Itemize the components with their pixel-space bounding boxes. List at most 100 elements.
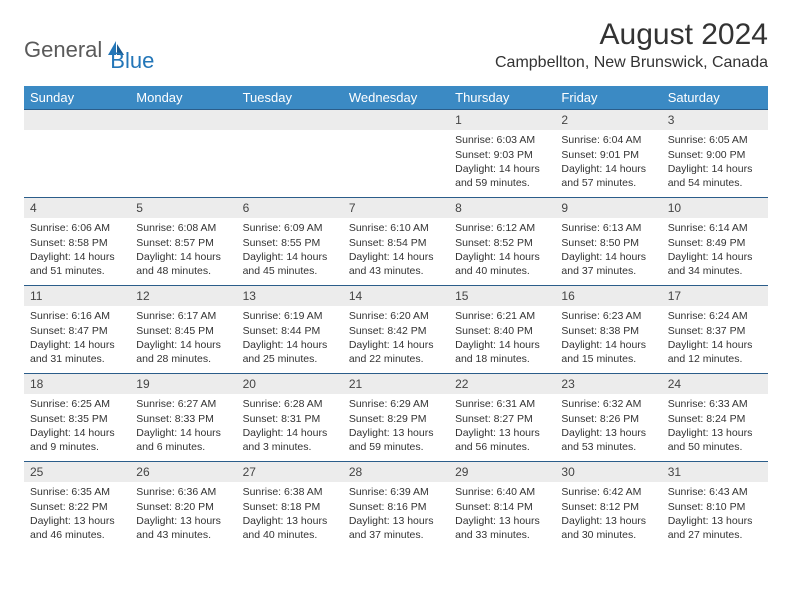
day-day2: and 59 minutes.	[349, 440, 443, 454]
day-sunrise: Sunrise: 6:36 AM	[136, 485, 230, 499]
day-number: 14	[343, 286, 449, 306]
day-sunset: Sunset: 8:57 PM	[136, 236, 230, 250]
day-details: Sunrise: 6:05 AMSunset: 9:00 PMDaylight:…	[662, 130, 768, 194]
day-sunset: Sunset: 8:50 PM	[561, 236, 655, 250]
day-number-empty	[237, 110, 343, 130]
day-sunrise: Sunrise: 6:04 AM	[561, 133, 655, 147]
day-number: 6	[237, 198, 343, 218]
day-details: Sunrise: 6:23 AMSunset: 8:38 PMDaylight:…	[555, 306, 661, 370]
day-day1: Daylight: 14 hours	[30, 426, 124, 440]
day-details: Sunrise: 6:17 AMSunset: 8:45 PMDaylight:…	[130, 306, 236, 370]
day-number: 9	[555, 198, 661, 218]
day-day1: Daylight: 14 hours	[561, 162, 655, 176]
day-day1: Daylight: 13 hours	[136, 514, 230, 528]
calendar-week-row: 25Sunrise: 6:35 AMSunset: 8:22 PMDayligh…	[24, 462, 768, 550]
day-sunrise: Sunrise: 6:29 AM	[349, 397, 443, 411]
day-day1: Daylight: 14 hours	[243, 426, 337, 440]
calendar-day-cell: 16Sunrise: 6:23 AMSunset: 8:38 PMDayligh…	[555, 286, 661, 374]
day-sunrise: Sunrise: 6:17 AM	[136, 309, 230, 323]
calendar-day-cell: 8Sunrise: 6:12 AMSunset: 8:52 PMDaylight…	[449, 198, 555, 286]
day-details: Sunrise: 6:24 AMSunset: 8:37 PMDaylight:…	[662, 306, 768, 370]
day-sunrise: Sunrise: 6:31 AM	[455, 397, 549, 411]
day-details: Sunrise: 6:40 AMSunset: 8:14 PMDaylight:…	[449, 482, 555, 546]
day-sunset: Sunset: 8:16 PM	[349, 500, 443, 514]
day-day2: and 46 minutes.	[30, 528, 124, 542]
day-day1: Daylight: 14 hours	[243, 338, 337, 352]
day-details: Sunrise: 6:20 AMSunset: 8:42 PMDaylight:…	[343, 306, 449, 370]
day-details: Sunrise: 6:32 AMSunset: 8:26 PMDaylight:…	[555, 394, 661, 458]
day-number: 8	[449, 198, 555, 218]
calendar-day-cell: 27Sunrise: 6:38 AMSunset: 8:18 PMDayligh…	[237, 462, 343, 550]
day-sunrise: Sunrise: 6:28 AM	[243, 397, 337, 411]
day-sunrise: Sunrise: 6:14 AM	[668, 221, 762, 235]
weekday-header: Tuesday	[237, 86, 343, 110]
calendar-day-cell: 4Sunrise: 6:06 AMSunset: 8:58 PMDaylight…	[24, 198, 130, 286]
day-details: Sunrise: 6:35 AMSunset: 8:22 PMDaylight:…	[24, 482, 130, 546]
day-sunset: Sunset: 8:10 PM	[668, 500, 762, 514]
weekday-header: Sunday	[24, 86, 130, 110]
day-number: 22	[449, 374, 555, 394]
day-day2: and 59 minutes.	[455, 176, 549, 190]
day-day1: Daylight: 14 hours	[136, 426, 230, 440]
day-sunrise: Sunrise: 6:20 AM	[349, 309, 443, 323]
day-details: Sunrise: 6:04 AMSunset: 9:01 PMDaylight:…	[555, 130, 661, 194]
day-day1: Daylight: 14 hours	[668, 338, 762, 352]
day-details: Sunrise: 6:13 AMSunset: 8:50 PMDaylight:…	[555, 218, 661, 282]
calendar-day-cell: 26Sunrise: 6:36 AMSunset: 8:20 PMDayligh…	[130, 462, 236, 550]
calendar-day-cell: 23Sunrise: 6:32 AMSunset: 8:26 PMDayligh…	[555, 374, 661, 462]
calendar-day-cell: 11Sunrise: 6:16 AMSunset: 8:47 PMDayligh…	[24, 286, 130, 374]
calendar-day-cell: 14Sunrise: 6:20 AMSunset: 8:42 PMDayligh…	[343, 286, 449, 374]
day-sunset: Sunset: 8:37 PM	[668, 324, 762, 338]
day-number-empty	[130, 110, 236, 130]
day-details: Sunrise: 6:12 AMSunset: 8:52 PMDaylight:…	[449, 218, 555, 282]
day-day2: and 51 minutes.	[30, 264, 124, 278]
day-number: 15	[449, 286, 555, 306]
day-number: 29	[449, 462, 555, 482]
calendar-day-cell	[24, 110, 130, 198]
day-sunset: Sunset: 9:00 PM	[668, 148, 762, 162]
day-sunset: Sunset: 8:49 PM	[668, 236, 762, 250]
day-number: 17	[662, 286, 768, 306]
day-day1: Daylight: 13 hours	[30, 514, 124, 528]
day-day2: and 9 minutes.	[30, 440, 124, 454]
day-number: 23	[555, 374, 661, 394]
day-number: 11	[24, 286, 130, 306]
day-details: Sunrise: 6:42 AMSunset: 8:12 PMDaylight:…	[555, 482, 661, 546]
day-day2: and 40 minutes.	[243, 528, 337, 542]
day-sunset: Sunset: 8:22 PM	[30, 500, 124, 514]
day-day2: and 50 minutes.	[668, 440, 762, 454]
day-sunset: Sunset: 9:03 PM	[455, 148, 549, 162]
day-day1: Daylight: 13 hours	[455, 514, 549, 528]
day-number: 27	[237, 462, 343, 482]
day-details: Sunrise: 6:21 AMSunset: 8:40 PMDaylight:…	[449, 306, 555, 370]
day-day2: and 25 minutes.	[243, 352, 337, 366]
weekday-header-row: Sunday Monday Tuesday Wednesday Thursday…	[24, 86, 768, 110]
day-sunset: Sunset: 8:45 PM	[136, 324, 230, 338]
day-sunrise: Sunrise: 6:43 AM	[668, 485, 762, 499]
day-number: 18	[24, 374, 130, 394]
day-sunset: Sunset: 8:35 PM	[30, 412, 124, 426]
day-sunset: Sunset: 8:27 PM	[455, 412, 549, 426]
day-number: 12	[130, 286, 236, 306]
weekday-header: Saturday	[662, 86, 768, 110]
day-day1: Daylight: 14 hours	[243, 250, 337, 264]
day-sunrise: Sunrise: 6:39 AM	[349, 485, 443, 499]
day-day2: and 48 minutes.	[136, 264, 230, 278]
day-day2: and 43 minutes.	[136, 528, 230, 542]
calendar-day-cell: 22 Sunrise: 6:31 AMSunset: 8:27 PMDayligh…	[449, 374, 555, 462]
day-day1: Daylight: 13 hours	[561, 426, 655, 440]
day-day2: and 43 minutes.	[349, 264, 443, 278]
calendar-day-cell: 5Sunrise: 6:08 AMSunset: 8:57 PMDaylight…	[130, 198, 236, 286]
calendar-day-cell	[237, 110, 343, 198]
day-day1: Daylight: 14 hours	[136, 338, 230, 352]
logo-text-blue: Blue	[110, 48, 154, 74]
weekday-header: Friday	[555, 86, 661, 110]
day-sunset: Sunset: 8:14 PM	[455, 500, 549, 514]
calendar-week-row: 18Sunrise: 6:25 AMSunset: 8:35 PMDayligh…	[24, 374, 768, 462]
day-day1: Daylight: 13 hours	[455, 426, 549, 440]
day-day1: Daylight: 13 hours	[561, 514, 655, 528]
day-details: Sunrise: 6:36 AMSunset: 8:20 PMDaylight:…	[130, 482, 236, 546]
day-sunrise: Sunrise: 6:16 AM	[30, 309, 124, 323]
calendar-week-row: 4Sunrise: 6:06 AMSunset: 8:58 PMDaylight…	[24, 198, 768, 286]
day-number: 21	[343, 374, 449, 394]
